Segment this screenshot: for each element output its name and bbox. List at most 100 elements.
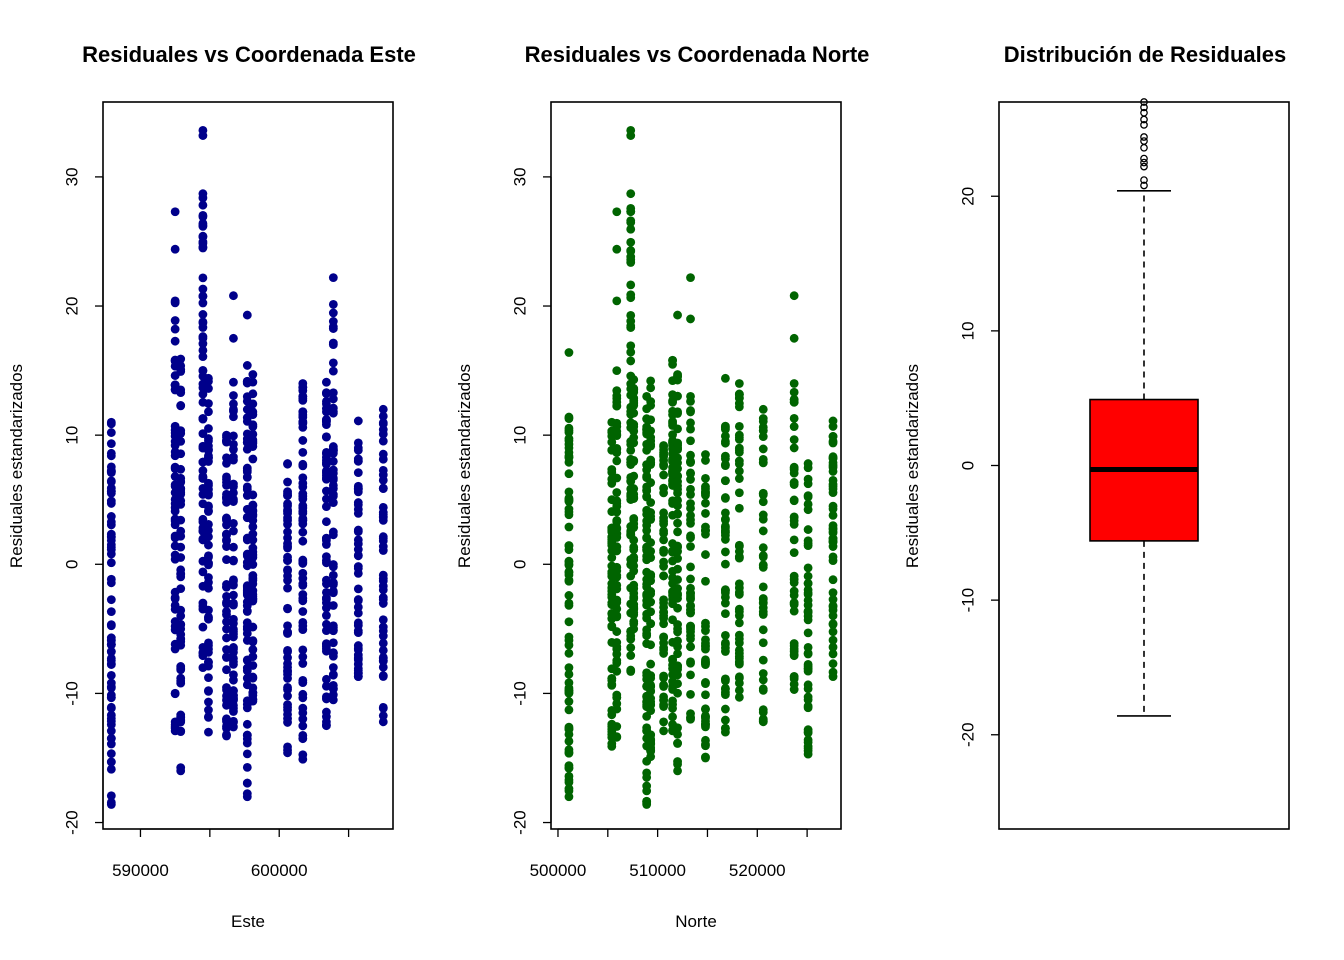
panel-norte-point xyxy=(626,310,636,320)
panel-este-point xyxy=(229,575,238,585)
panel-norte-point xyxy=(646,589,656,599)
panel-distribucion-outlier xyxy=(1140,143,1148,152)
panel-norte-point xyxy=(686,658,695,668)
panel-este-point xyxy=(106,726,116,736)
panel-norte-point xyxy=(789,478,799,487)
panel-norte-point xyxy=(646,619,656,629)
panel-norte-point xyxy=(720,515,730,525)
panel-este-point xyxy=(248,511,258,521)
panel-este-point xyxy=(321,694,331,704)
panel-este-point xyxy=(328,394,338,404)
panel-norte-point xyxy=(629,592,639,602)
panel-este-point xyxy=(229,598,238,608)
panel-este-point xyxy=(248,410,258,420)
panel-este-point xyxy=(170,324,180,334)
panel-este-title: Residuales vs Coordenada Este xyxy=(82,42,416,67)
panel-norte-point xyxy=(803,539,813,548)
panel-este-point xyxy=(176,496,186,506)
panel-este-point xyxy=(248,454,258,464)
panel-norte-point xyxy=(734,649,744,658)
panel-este-point xyxy=(283,691,292,701)
panel-norte-y-tick-label: 20 xyxy=(510,297,529,316)
panel-este-point xyxy=(106,499,116,508)
panel-este-point xyxy=(378,475,388,485)
panel-este-point xyxy=(298,568,308,578)
panel-norte-point xyxy=(612,627,622,636)
panel-este-point xyxy=(328,498,338,508)
panel-norte-point xyxy=(646,498,656,507)
panel-este-point xyxy=(328,308,338,318)
panel-este-point xyxy=(298,514,308,523)
panel-norte-point xyxy=(659,535,669,545)
panel-distribucion-outlier xyxy=(1140,103,1148,112)
panel-este-point xyxy=(204,540,213,550)
panel-este-point xyxy=(198,242,208,252)
panel-norte-x-tick-label: 510000 xyxy=(629,861,686,880)
panel-norte-point xyxy=(607,553,617,563)
panel-este-point xyxy=(242,629,252,638)
panel-este-point xyxy=(283,566,292,576)
panel-este-point xyxy=(283,645,292,655)
panel-norte-point xyxy=(564,412,574,422)
panel-este-point xyxy=(198,352,208,362)
panel-norte-point xyxy=(720,476,730,486)
panel-este-point xyxy=(106,468,116,478)
panel-este-point xyxy=(176,727,186,737)
panel-norte-point xyxy=(612,391,622,401)
panel-norte-point xyxy=(564,591,574,600)
panel-este-point xyxy=(170,296,180,306)
panel-este-point xyxy=(222,665,231,675)
panel-norte-point xyxy=(734,443,744,453)
panel-este-point xyxy=(229,707,238,716)
panel-norte-point xyxy=(828,635,838,645)
panel-este-point xyxy=(248,389,258,399)
panel-este-point xyxy=(242,762,252,772)
panel-este-point xyxy=(198,189,208,199)
panel-norte-point xyxy=(629,471,639,481)
panel-este-point xyxy=(204,407,213,417)
panel-norte-point xyxy=(673,445,682,454)
panel-este-point xyxy=(229,675,238,685)
panel-norte-point xyxy=(758,708,768,717)
panel-norte-point xyxy=(789,651,799,661)
panel-norte-point xyxy=(789,598,799,608)
panel-norte-point xyxy=(673,589,682,599)
panel-norte-point xyxy=(720,460,730,470)
panel-este-point xyxy=(198,310,208,319)
panel-este-y-axis: -20 -10 0 10 20 30 xyxy=(62,167,104,835)
panel-norte-point xyxy=(629,561,639,571)
panel-este-point xyxy=(106,558,116,568)
panel-este-point xyxy=(229,644,238,654)
panel-este-point xyxy=(204,686,213,696)
panel-este-point xyxy=(298,659,308,668)
panel-norte-point xyxy=(734,678,744,688)
panel-norte-point xyxy=(629,619,639,629)
panel-este-point xyxy=(106,488,116,498)
panel-este-point xyxy=(204,399,213,408)
panel-norte-point xyxy=(701,473,710,483)
panel-norte-point xyxy=(734,503,744,513)
panel-norte-point xyxy=(612,418,622,428)
panel-norte-point xyxy=(828,611,838,621)
panel-norte-point xyxy=(828,458,838,468)
panel-norte-point xyxy=(701,482,710,492)
panel-norte-point xyxy=(789,413,799,423)
panel-este-point xyxy=(283,682,292,692)
panel-distribucion-outlier xyxy=(1140,133,1148,141)
panel-norte-point xyxy=(673,458,682,468)
panel-norte-point xyxy=(659,513,669,523)
panel-este-point xyxy=(106,764,116,774)
panel-este-point xyxy=(106,574,116,584)
panel-norte-point xyxy=(758,675,768,685)
panel-este-point xyxy=(204,519,213,529)
panel-norte-point xyxy=(564,771,574,781)
panel-norte-point xyxy=(673,391,682,401)
panel-este-point xyxy=(298,555,308,565)
panel-norte-point xyxy=(701,719,710,729)
panel-norte-point xyxy=(659,528,669,538)
panel-norte-point xyxy=(659,632,669,642)
panel-este-point xyxy=(229,556,238,566)
panel-este-point xyxy=(222,633,231,643)
panel-este-point xyxy=(353,621,363,630)
panel-norte-point xyxy=(612,598,622,607)
